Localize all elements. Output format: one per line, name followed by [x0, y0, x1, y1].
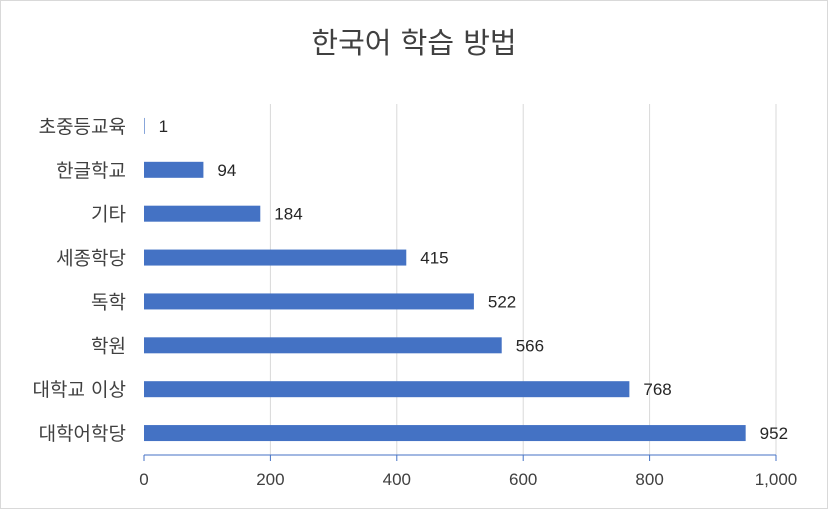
bar [144, 161, 204, 178]
tick-labels: 0 200 400 600 800 1,000 [139, 470, 797, 489]
bar [144, 117, 145, 134]
bars [144, 117, 746, 442]
x-tick-label: 0 [139, 470, 148, 489]
x-tick-label: 1,000 [755, 470, 798, 489]
category-label: 대학교 이상 [33, 379, 126, 401]
category-label: 학원 [91, 335, 126, 357]
data-label: 522 [488, 292, 516, 311]
bar [144, 249, 407, 266]
category-label: 독학 [91, 291, 126, 313]
data-label: 94 [217, 161, 236, 180]
data-label: 952 [760, 424, 788, 443]
x-axis [143, 454, 777, 461]
value-labels: 1 94 184 415 522 566 768 952 [159, 117, 788, 443]
bar [144, 337, 502, 354]
data-label: 768 [643, 380, 671, 399]
x-tick-label: 600 [509, 470, 537, 489]
category-label: 세종학당 [56, 248, 126, 270]
bar [144, 205, 261, 222]
category-label: 기타 [91, 204, 126, 226]
x-tick-label: 800 [635, 470, 663, 489]
x-tick-label: 400 [383, 470, 411, 489]
category-label: 초중등교육 [39, 116, 126, 138]
category-label: 대학어학당 [39, 423, 126, 445]
bar [144, 425, 746, 442]
bar [144, 293, 474, 310]
data-label: 184 [274, 205, 302, 224]
bar [144, 381, 630, 398]
data-label: 566 [516, 336, 544, 355]
category-label: 한글학교 [56, 160, 126, 182]
x-tick-label: 200 [256, 470, 284, 489]
chart-title: 한국어 학습 방법 [311, 26, 517, 60]
gridlines [269, 104, 777, 455]
data-label: 1 [159, 117, 168, 136]
data-label: 415 [420, 249, 448, 268]
